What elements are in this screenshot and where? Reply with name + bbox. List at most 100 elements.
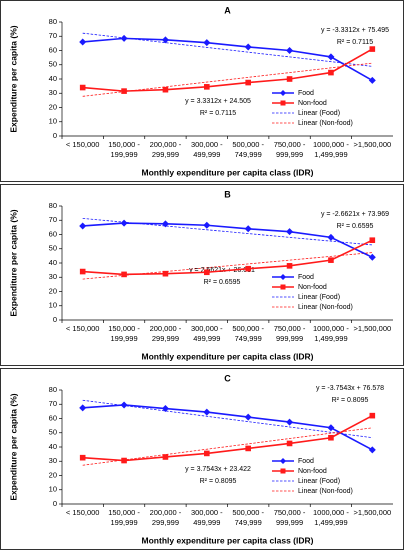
y-tick-label: 30	[49, 272, 57, 281]
x-tick-label: >1,500,000	[353, 140, 391, 149]
x-tick-label: 300,000 -499,999	[191, 508, 223, 527]
food-marker	[120, 34, 128, 42]
food-marker	[327, 53, 335, 61]
trend-r2: R² = 0.6595	[204, 279, 241, 286]
legend-label: Linear (Food)	[298, 110, 340, 117]
y-tick-label: 30	[49, 88, 57, 97]
food-marker	[286, 47, 294, 54]
legend-label: Food	[298, 90, 314, 97]
panel: C Expenditure per capita (%) Monthly expen…	[0, 368, 404, 550]
trend-r2: R² = 0.7115	[200, 110, 236, 117]
legend-label: Linear (Non-food)	[298, 488, 353, 495]
x-tick-label: 500,000 -749,999	[232, 140, 264, 159]
y-tick-label: 0	[53, 131, 57, 140]
trend-equation: y = -3.7543x + 76.578	[316, 385, 384, 392]
legend-marker	[280, 100, 286, 106]
y-tick-label: 60	[49, 229, 57, 238]
series-line	[82, 404, 373, 451]
y-axis-title: Expenditure per capita (%)	[8, 25, 18, 132]
x-tick-label: 750,000 -999,999	[274, 140, 306, 159]
nonfood-marker	[79, 268, 86, 275]
y-axis-title: Expenditure per capita (%)	[8, 393, 18, 500]
legend-label: Food	[298, 458, 314, 465]
panel: B Expenditure per capita (%) Monthly expen…	[0, 184, 404, 366]
legend-label: Non-food	[298, 468, 327, 475]
food-marker	[368, 446, 376, 454]
series-line	[82, 414, 373, 462]
x-tick-label: 150,000 -199,999	[108, 324, 140, 343]
series-line	[82, 239, 373, 276]
legend-marker	[280, 90, 286, 96]
nonfood-marker	[204, 450, 210, 457]
y-tick-label: 60	[49, 413, 57, 422]
trend-r2: R² = 0.6595	[337, 223, 374, 230]
nonfood-marker	[286, 76, 293, 82]
x-tick-label: 200,000 -299,999	[150, 140, 182, 159]
nonfood-marker	[162, 270, 169, 277]
nonfood-marker	[121, 271, 127, 278]
x-tick-label: 500,000 -749,999	[232, 324, 264, 343]
legend-label: Linear (Non-food)	[298, 120, 353, 127]
x-tick-label: 750,000 -999,999	[274, 324, 306, 343]
y-tick-label: 40	[49, 442, 57, 451]
trend-equation: y = 3.7543x + 23.422	[185, 466, 251, 473]
nonfood-marker	[245, 445, 251, 452]
x-tick-label: 200,000 -299,999	[150, 324, 182, 343]
food-marker	[79, 222, 87, 230]
x-tick-label: 300,000 -499,999	[191, 324, 223, 343]
food-marker	[161, 36, 169, 44]
panel-title: B	[224, 189, 231, 199]
x-tick-label: 1000,000 -1,499,999	[313, 324, 349, 343]
x-tick-label: 1000,000 -1,499,999	[313, 140, 349, 159]
nonfood-marker	[162, 86, 169, 93]
trend-r2: R² = 0.8095	[200, 478, 237, 485]
y-tick-label: 20	[49, 470, 57, 479]
x-tick-label: < 150,000	[66, 508, 100, 517]
food-marker	[368, 253, 376, 261]
series-line	[82, 37, 373, 82]
x-tick-label: 750,000 -999,999	[274, 508, 306, 527]
food-marker	[327, 424, 335, 432]
nonfood-marker	[286, 440, 293, 447]
food-marker	[368, 76, 376, 84]
food-marker	[286, 418, 294, 426]
x-tick-label: < 150,000	[66, 140, 100, 149]
series-line	[82, 48, 373, 92]
x-tick-label: < 150,000	[66, 324, 100, 333]
nonfood-marker	[204, 269, 210, 276]
y-tick-label: 80	[49, 17, 57, 26]
y-tick-label: 70	[49, 399, 57, 408]
nonfood-marker	[369, 46, 376, 52]
nonfood-marker	[328, 257, 334, 263]
nonfood-marker	[245, 265, 251, 272]
food-marker	[203, 39, 211, 47]
legend-label: Linear (Food)	[298, 478, 340, 485]
nonfood-marker	[328, 434, 334, 441]
legend-marker	[280, 468, 286, 474]
food-marker	[161, 220, 169, 228]
food-marker	[244, 43, 252, 51]
food-marker	[244, 225, 252, 233]
x-tick-label: 1000,000 -1,499,999	[313, 508, 349, 527]
nonfood-marker	[204, 84, 210, 90]
legend-label: Food	[298, 274, 314, 281]
legend-label: Non-food	[298, 284, 327, 291]
y-tick-label: 20	[49, 102, 57, 111]
panel-title: C	[224, 373, 231, 383]
series-line	[82, 222, 373, 259]
x-tick-label: 300,000 -499,999	[191, 140, 223, 159]
legend-marker	[280, 458, 286, 464]
y-tick-label: 70	[49, 215, 57, 224]
y-tick-label: 30	[49, 456, 57, 465]
x-axis-title: Monthly expenditure per capita class (ID…	[142, 167, 314, 177]
nonfood-marker	[328, 69, 334, 76]
food-marker	[79, 404, 87, 412]
y-tick-label: 70	[49, 31, 57, 40]
nonfood-marker	[245, 79, 251, 86]
legend-label: Linear (Food)	[298, 294, 340, 301]
y-tick-label: 40	[49, 258, 57, 267]
panel-title: A	[224, 5, 231, 15]
y-tick-label: 50	[49, 60, 57, 69]
legend-label: Linear (Non-food)	[298, 304, 353, 311]
